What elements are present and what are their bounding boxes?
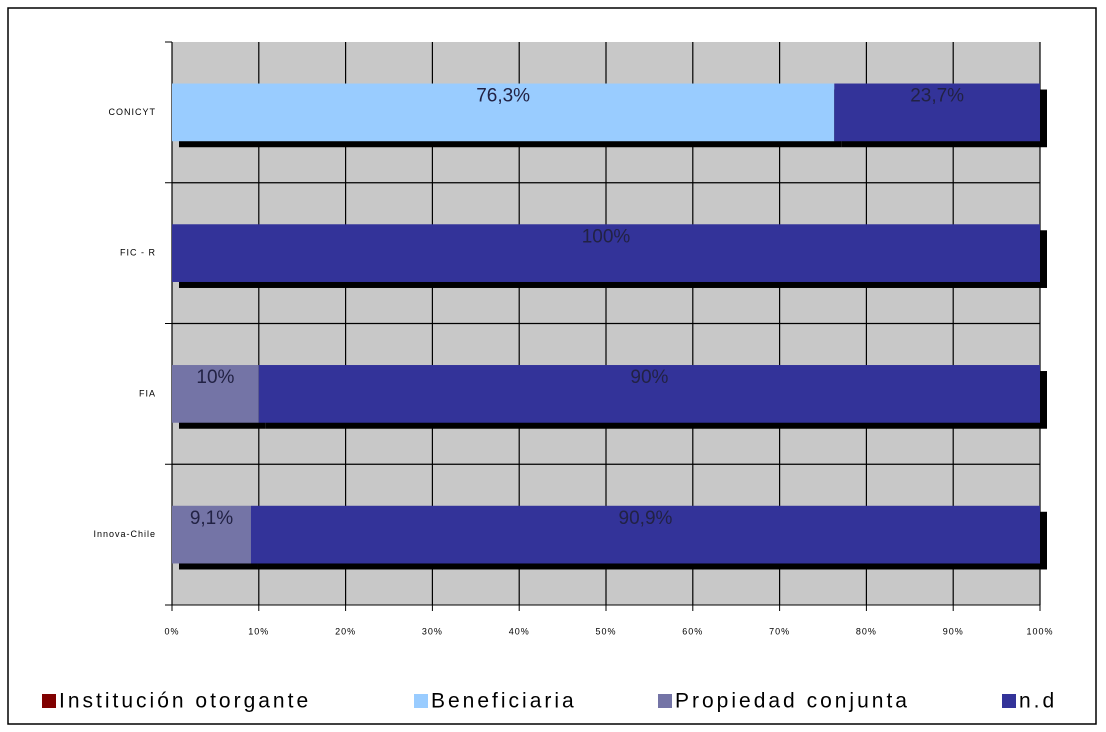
x-tick-label: 40% [509, 626, 530, 636]
bar-segment [172, 224, 1040, 282]
x-tick-label: 50% [595, 626, 616, 636]
legend-label: Beneficiaria [431, 690, 577, 713]
legend-label: Propiedad conjunta [675, 690, 910, 713]
x-tick-label: 90% [943, 626, 964, 636]
x-tick-label: 10% [248, 626, 269, 636]
value-label: 76,3% [476, 86, 530, 107]
value-label: 90,9% [619, 508, 673, 529]
bar-segment [834, 83, 1040, 142]
x-tick-label: 100% [1026, 626, 1053, 636]
legend-swatch [1002, 694, 1016, 708]
category-label: FIA [139, 388, 156, 398]
legend-swatch [414, 694, 428, 708]
x-tick-label: 70% [769, 626, 790, 636]
bar-segment [250, 505, 1040, 564]
x-tick-label: 0% [164, 626, 179, 636]
bar-segment [172, 83, 835, 142]
x-tick-label: 30% [422, 626, 443, 636]
category-label: Innova-Chile [93, 529, 156, 539]
value-label: 90% [630, 367, 668, 388]
x-tick-label: 60% [682, 626, 703, 636]
legend-label: n.d [1019, 690, 1057, 713]
x-tick-label: 80% [856, 626, 877, 636]
value-label: 100% [582, 226, 631, 247]
category-label: FIC - R [120, 248, 156, 258]
legend-swatch [42, 694, 56, 708]
legend-swatch [658, 694, 672, 708]
legend-label: Institución otorgante [59, 690, 311, 713]
value-label: 23,7% [910, 86, 964, 107]
value-label: 9,1% [190, 508, 233, 529]
bar-segment [172, 505, 251, 564]
x-tick-label: 20% [335, 626, 356, 636]
bar-segment [258, 365, 1040, 423]
value-label: 10% [196, 367, 234, 388]
bar-segment [172, 365, 259, 423]
category-label: CONICYT [109, 107, 157, 117]
